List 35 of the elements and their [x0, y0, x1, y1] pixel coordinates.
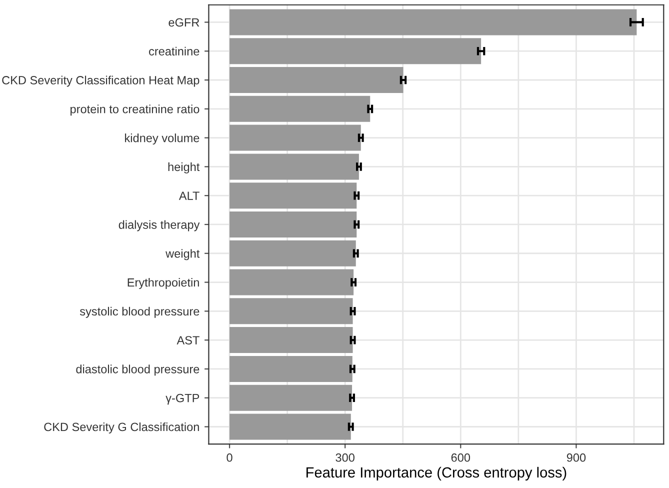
bar: [230, 67, 404, 94]
bar: [230, 269, 354, 296]
bar: [230, 154, 359, 180]
y-tick-label: creatinine: [149, 46, 200, 56]
y-tick-label: weight: [166, 249, 200, 260]
x-tick-label: 0: [226, 453, 232, 462]
y-tick-label: dialysis therapy: [118, 220, 200, 232]
bar: [230, 96, 370, 122]
bar: [230, 356, 352, 382]
y-tick-label: kidney volume: [125, 134, 200, 145]
y-tick-label: CKD Severity Classification Heat Map: [2, 76, 200, 87]
y-tick-label: systolic blood pressure: [80, 306, 200, 318]
y-tick-label: height: [168, 162, 200, 174]
y-tick-label: CKD Severity G Classification: [44, 422, 199, 434]
x-tick-label: 900: [566, 453, 586, 462]
y-tick-label: AST: [176, 336, 200, 344]
bar: [230, 9, 637, 36]
y-tick-label: protein to creatinine ratio: [70, 104, 200, 116]
bar: [230, 414, 351, 440]
x-tick-label: 600: [451, 453, 470, 462]
y-tick-label: ALT: [178, 192, 200, 200]
bar: [230, 298, 353, 324]
bar: [230, 327, 353, 354]
bar: [230, 124, 361, 151]
y-tick-label: eGFR: [168, 18, 200, 27]
bar: [230, 240, 356, 266]
bar: [230, 384, 352, 411]
x-tick-label: 300: [336, 453, 354, 462]
y-tick-label: diastolic blood pressure: [76, 364, 200, 376]
bar: [230, 211, 357, 238]
y-tick-label: Erythropoietin: [128, 278, 199, 289]
bar: [230, 182, 357, 209]
x-axis-title: Feature Importance (Cross entropy loss): [306, 466, 566, 480]
y-tick-label: γ-GTP: [166, 394, 200, 405]
bar: [230, 38, 482, 64]
